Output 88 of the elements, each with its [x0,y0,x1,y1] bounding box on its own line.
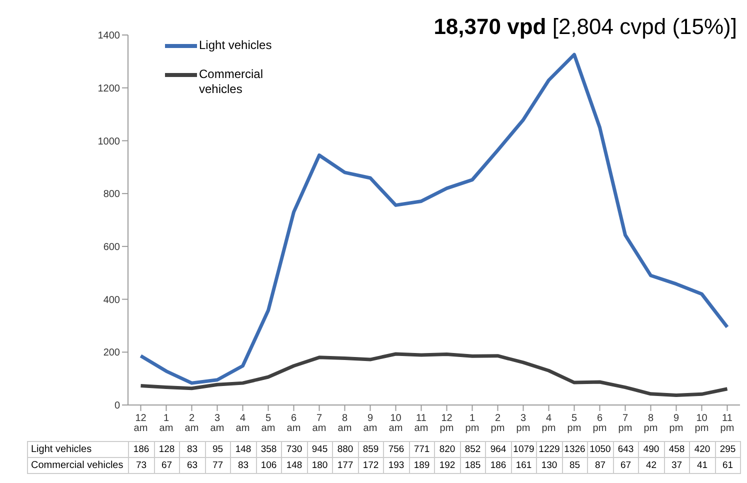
data-label: 67 [154,458,180,474]
data-label: 193 [384,458,409,474]
data-label: 161 [511,458,536,474]
x-tick-label: 4 pm [542,413,556,434]
chart-title: 18,370 vpd [434,14,546,39]
data-label: 41 [690,458,715,474]
data-label: 85 [562,458,588,474]
data-label: 756 [384,442,409,458]
x-tick-label: 8 pm [644,413,658,434]
data-label: 1229 [536,442,562,458]
x-tick-label: 6 pm [592,413,607,434]
data-label: 63 [180,458,205,474]
data-label: 42 [638,458,664,474]
data-label: 37 [664,458,690,474]
data-label: 128 [154,442,180,458]
x-tick-label: 2 am [184,413,199,434]
x-tick-label: 5 am [261,413,276,434]
x-tick-label: 12 pm [440,413,454,434]
data-label: 643 [613,442,638,458]
x-tick-label: 12 am [134,413,148,434]
data-label: 177 [332,458,358,474]
data-label: 880 [332,442,358,458]
x-tick-label: 11 pm [720,413,734,434]
data-label: 148 [230,442,256,458]
data-label: 77 [205,458,230,474]
x-tick-label: 9 pm [669,413,684,434]
data-label: 1079 [511,442,536,458]
data-label: 180 [307,458,332,474]
data-label: 820 [434,442,460,458]
data-label: 87 [588,458,613,474]
chart-subtitle: [2,804 cvpd (15%)] [552,14,737,39]
y-tick-label: 200 [103,348,120,359]
x-tick-label: 8 am [338,413,352,434]
data-label: 490 [638,442,664,458]
data-label: 859 [358,442,384,458]
data-label: 295 [715,442,740,458]
data-label: 1326 [562,442,588,458]
data-label: 185 [460,458,486,474]
data-label: 358 [256,442,282,458]
data-label: 964 [486,442,511,458]
data-label: 420 [690,442,715,458]
data-label: 130 [536,458,562,474]
data-label: 186 [128,442,154,458]
x-tick-label: 3 pm [516,413,530,434]
y-tick-label: 800 [103,189,120,200]
x-tick-label: 1 pm [465,413,480,434]
data-label: 1050 [588,442,613,458]
data-label: 852 [460,442,486,458]
x-tick-label: 4 am [236,413,250,434]
y-tick-label: 1400 [98,30,120,42]
data-label: 189 [409,458,434,474]
data-label: 61 [715,458,740,474]
x-tick-label: 2 pm [490,413,505,434]
x-tick-label: 9 am [363,413,378,434]
x-tick-label: 3 am [210,413,224,434]
x-tick-label: 11 am [414,413,428,434]
x-tick-label: 6 am [286,413,301,434]
x-tick-label: 7 am [312,413,326,434]
data-label: 186 [486,458,511,474]
y-tick-label: 1000 [98,136,120,148]
data-label: 148 [282,458,307,474]
data-label: 172 [358,458,384,474]
data-label: 458 [664,442,690,458]
x-tick-label: 1 am [159,413,174,434]
data-label: 771 [409,442,434,458]
line-series [139,52,729,385]
text: Commercial vehicles [31,460,124,471]
text: Light vehicles [31,444,92,455]
legend-label: Commercial vehicles [199,67,264,97]
data-label: 95 [205,442,230,458]
y-tick-label: 0 [114,400,120,412]
x-tick-label: 7 pm [618,413,632,434]
y-tick-label: 600 [103,242,120,253]
y-tick-label: 1200 [98,83,120,94]
legend-label: Light vehicles [199,38,273,53]
data-label: 730 [282,442,307,458]
data-label: 192 [434,458,460,474]
data-label: 945 [307,442,332,458]
data-label: 83 [180,442,205,458]
x-tick-label: 5 pm [567,413,582,434]
data-label: 106 [256,458,282,474]
data-label: 83 [230,458,256,474]
x-tick-label: 10 pm [694,413,709,434]
data-label: 73 [128,458,154,474]
data-label: 67 [613,458,638,474]
line-series [139,352,729,397]
y-tick-label: 400 [103,294,120,306]
x-tick-label: 10 am [388,413,403,434]
